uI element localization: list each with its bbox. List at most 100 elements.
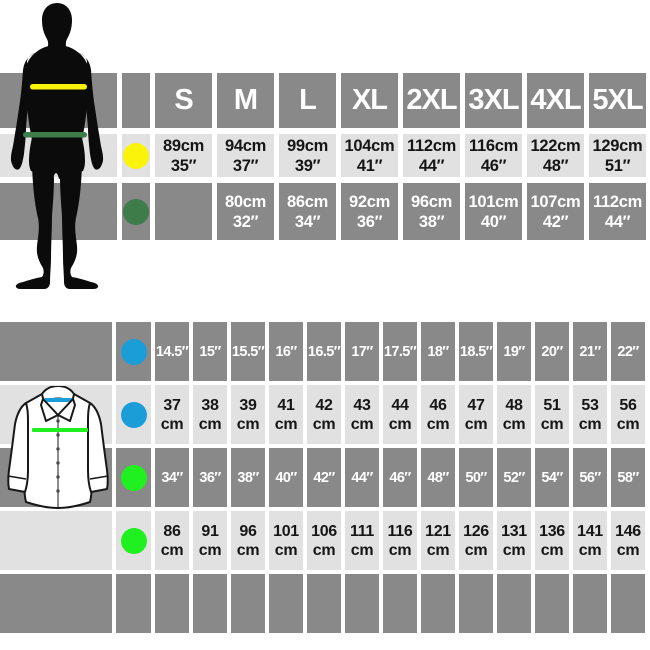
cell-text-line: cm: [426, 541, 450, 559]
dress-shirt-icon: [7, 386, 109, 509]
chest-cm-col-8: 121 cm: [421, 511, 455, 570]
cell-text-line: cm: [160, 415, 184, 433]
chest-value-5XL: 129cm 51″: [589, 134, 646, 177]
cell-text-line: 136: [539, 522, 565, 540]
cell-text-line: 20″: [541, 343, 563, 360]
waist-value-3XL: 101cm 40″: [465, 183, 522, 240]
blue-dot: [120, 401, 147, 428]
chest-inches-col-7: 46″: [383, 448, 417, 507]
cell-text-line: cm: [388, 415, 412, 433]
cell-text-line: 122cm: [530, 136, 581, 155]
green-dot: [120, 527, 147, 554]
top-dot-header-cell: [122, 73, 150, 128]
cell-text-line: 129cm: [592, 136, 643, 155]
cell-text-line: 112cm: [593, 192, 642, 211]
collar-inches-col-10: 19″: [497, 322, 531, 381]
bottom-column-13: 22″ 56 cm 58″ 146 cm: [611, 322, 645, 633]
cell-text-line: cm: [388, 541, 412, 559]
collar-inches-col-12: 21″: [573, 322, 607, 381]
collar-cm-col-5: 42 cm: [307, 385, 341, 444]
cell-text-line: 96: [239, 522, 257, 540]
cell-text-line: 53: [581, 396, 599, 414]
size-column-XL: XL 104cm 41″ 92cm 36″: [341, 73, 398, 240]
male-body-silhouette-icon: [10, 3, 104, 289]
chest-inches-col-1: 34″: [155, 448, 189, 507]
shirt-strip-band: [0, 322, 112, 381]
chest-value-L: 99cm 39″: [279, 134, 336, 177]
collar-cm-col-9: 47 cm: [459, 385, 493, 444]
cell-text-line: cm: [198, 415, 222, 433]
size-column-3XL: 3XL 116cm 46″ 101cm 40″: [465, 73, 522, 240]
empty-col-4: [269, 574, 303, 633]
chest-value-M: 94cm 37″: [217, 134, 274, 177]
shirt-collar-points: [40, 398, 76, 422]
cell-text-line: 107cm: [530, 192, 581, 211]
cell-text-line: cm: [616, 541, 640, 559]
chest-cm-col-3: 96 cm: [231, 511, 265, 570]
empty-col-13: [611, 574, 645, 633]
cell-text-line: cm: [464, 415, 488, 433]
waist-value-XL: 92cm 36″: [341, 183, 398, 240]
cell-text-line: 51: [543, 396, 561, 414]
cell-text-line: 42″: [542, 212, 569, 231]
blue-dot: [120, 338, 147, 365]
chest-inches-col-12: 56″: [573, 448, 607, 507]
cell-text-line: 16.5″: [307, 343, 341, 360]
cell-text-line: 80cm: [224, 192, 266, 211]
cell-text-line: 37″: [232, 156, 259, 175]
bottom-column-10: 19″ 48 cm 52″ 131 cm: [497, 322, 531, 633]
cell-text-line: 56″: [579, 469, 601, 486]
cell-text-line: cm: [312, 541, 336, 559]
collar-cm-col-6: 43 cm: [345, 385, 379, 444]
size-column-2XL: 2XL 112cm 44″ 96cm 38″: [403, 73, 460, 240]
cell-text-line: cm: [502, 541, 526, 559]
cell-text-line: 41″: [356, 156, 383, 175]
collar-cm-col-3: 39 cm: [231, 385, 265, 444]
empty-col-10: [497, 574, 531, 633]
collar-inches-col-13: 22″: [611, 322, 645, 381]
cell-text-line: 40″: [480, 212, 507, 231]
empty-col-7: [383, 574, 417, 633]
collar-inches-col-1: 14.5″: [155, 322, 189, 381]
waist-value-2XL: 96cm 38″: [403, 183, 460, 240]
cell-text-line: 38″: [418, 212, 445, 231]
cell-text-line: 104cm: [344, 136, 395, 155]
cell-text-line: 58″: [617, 469, 639, 486]
chest-inches-col-4: 40″: [269, 448, 303, 507]
cell-text-line: cm: [160, 541, 184, 559]
collar-cm-col-1: 37 cm: [155, 385, 189, 444]
size-column-5XL: 5XL 129cm 51″ 112cm 44″: [589, 73, 646, 240]
cell-text-line: 99cm: [286, 136, 328, 155]
chest-value-3XL: 116cm 46″: [465, 134, 522, 177]
collar-cm-col-7: 44 cm: [383, 385, 417, 444]
shirt-strip-band: [0, 574, 112, 633]
shirt-chest-measure-line: [32, 428, 88, 432]
cell-text-line: 92cm: [348, 192, 390, 211]
cell-text-line: cm: [274, 541, 298, 559]
cell-text-line: 18.5″: [459, 343, 493, 360]
chest-inches-col-11: 54″: [535, 448, 569, 507]
chest-cm-col-6: 111 cm: [345, 511, 379, 570]
cell-text-line: 46″: [480, 156, 507, 175]
chest-cm-col-7: 116 cm: [383, 511, 417, 570]
empty-col-9: [459, 574, 493, 633]
waist-value-5XL: 112cm 44″: [589, 183, 646, 240]
collar-cm-col-2: 38 cm: [193, 385, 227, 444]
cell-text-line: 36″: [356, 212, 383, 231]
cell-text-line: 48″: [427, 469, 449, 486]
chest-value-4XL: 122cm 48″: [527, 134, 584, 177]
cell-text-line: 14.5″: [155, 343, 189, 360]
cell-text-line: 52″: [503, 469, 525, 486]
chest-inches-col-3: 38″: [231, 448, 265, 507]
cell-text-line: cm: [236, 415, 260, 433]
size-header-4XL: 4XL: [527, 73, 584, 128]
bottom-column-3: 15.5″ 39 cm 38″ 96 cm: [231, 322, 265, 633]
bottom-dot-column: [116, 322, 151, 633]
cell-text-line: 56: [619, 396, 637, 414]
size-header-L: L: [279, 73, 336, 128]
cell-text-line: cm: [350, 541, 374, 559]
cell-text-line: 126: [463, 522, 489, 540]
cell-text-line: 32″: [232, 212, 259, 231]
bottom-column-5: 16.5″ 42 cm 42″ 106 cm: [307, 322, 341, 633]
cell-text-line: 86: [163, 522, 181, 540]
